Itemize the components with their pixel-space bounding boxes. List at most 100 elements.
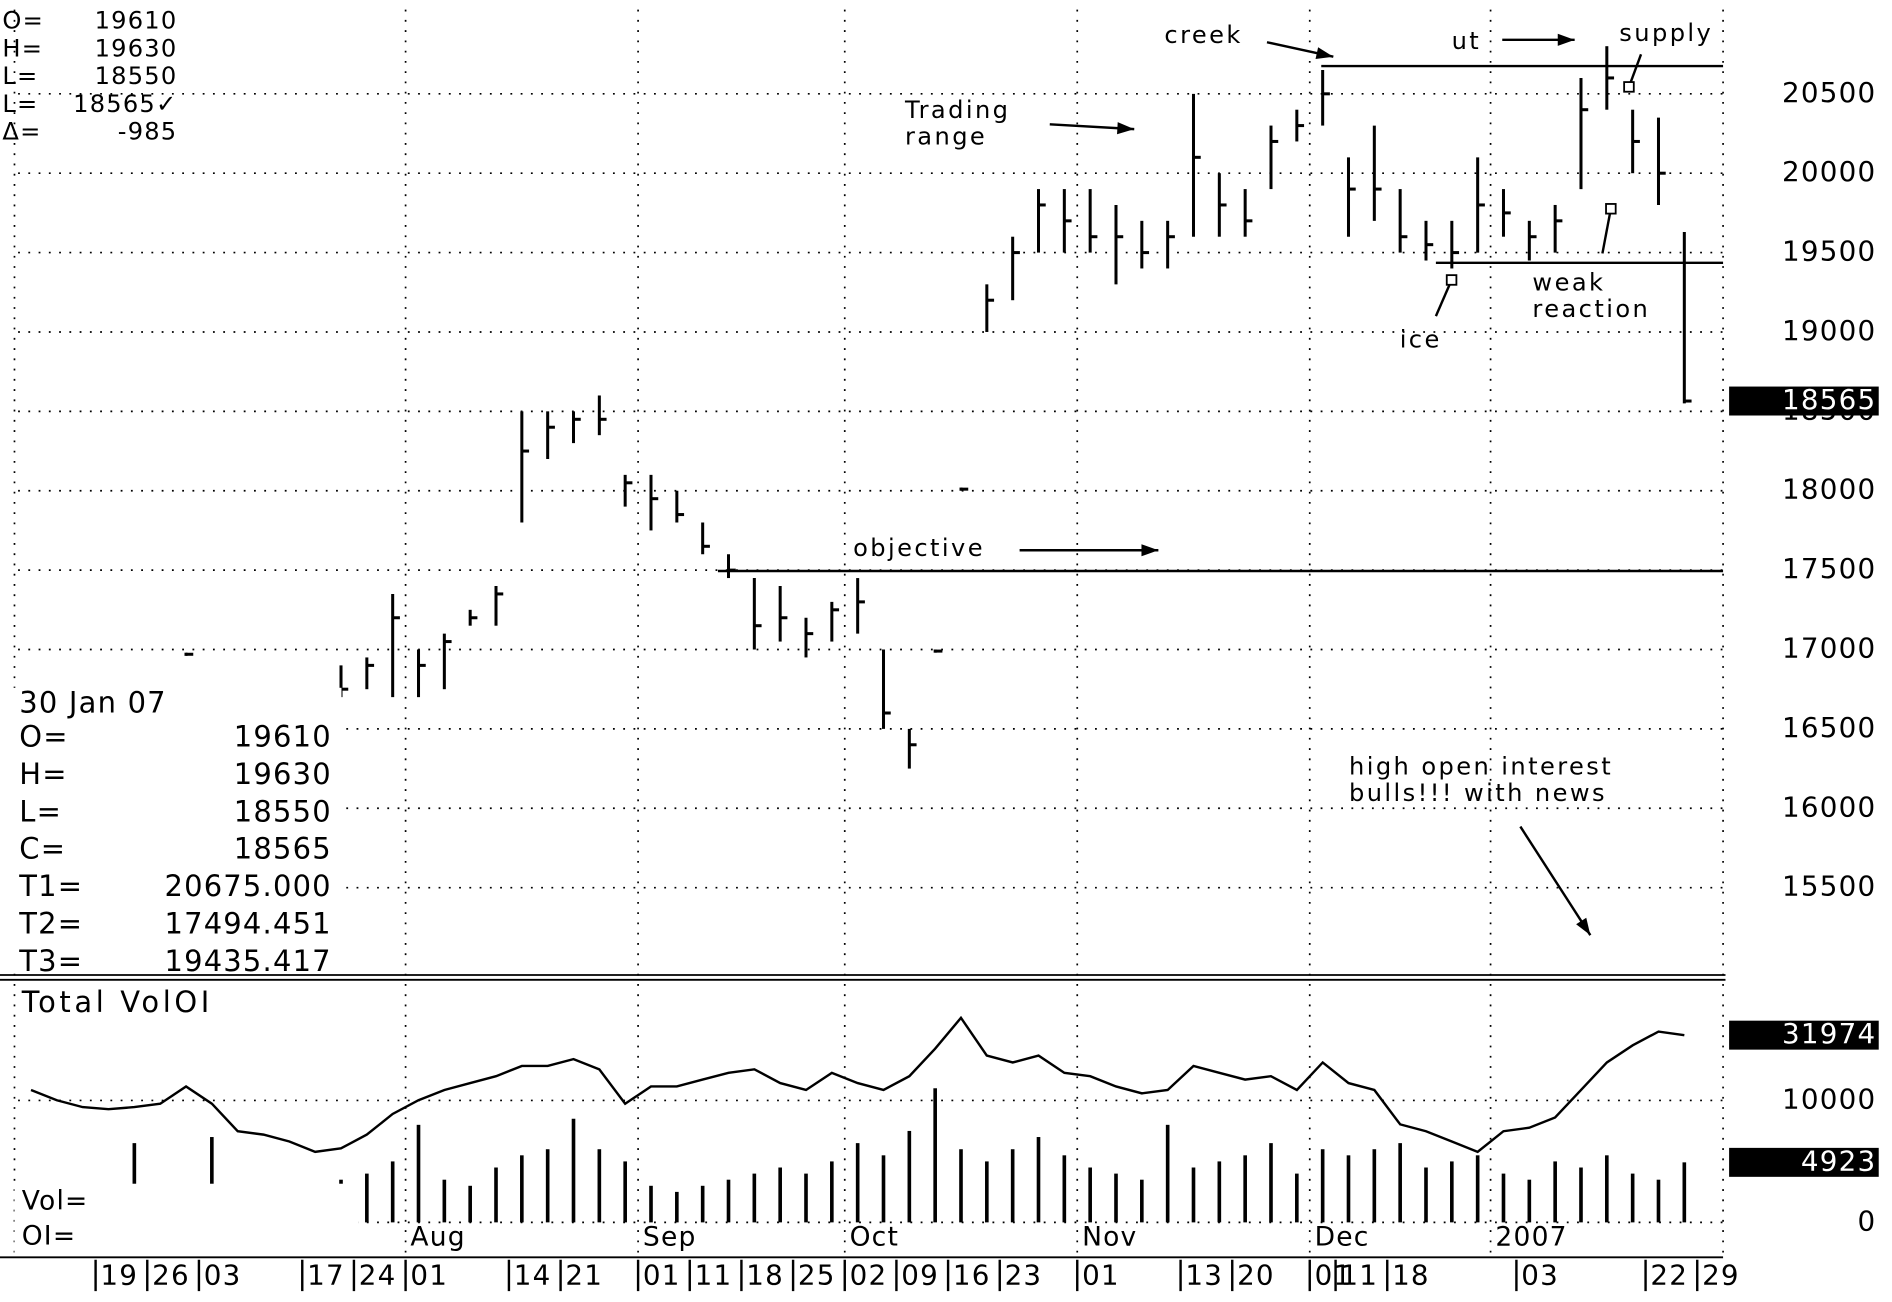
quote-label: H=	[2, 34, 43, 62]
x-tick-label: 02	[850, 1259, 888, 1292]
panel-title: Total VolOI	[21, 985, 213, 1019]
volume-bar	[804, 1173, 808, 1223]
summary-label: T1=	[18, 869, 83, 903]
summary-value: 18565	[234, 832, 332, 866]
x-tick-label: 03	[1521, 1259, 1559, 1292]
x-tick-label: 09	[901, 1259, 939, 1292]
volume-bar	[1398, 1143, 1402, 1223]
x-tick-label: 11	[1340, 1259, 1378, 1292]
quote-label: L=	[2, 62, 38, 90]
volume-bar	[1656, 1179, 1661, 1223]
summary-value: 20675.000	[164, 869, 331, 903]
annotation: creek	[1164, 21, 1242, 49]
oi-tag-bg	[1729, 1020, 1879, 1050]
volume-bar	[1010, 1149, 1015, 1223]
summary-label: C=	[19, 832, 66, 866]
volume-bar	[1553, 1161, 1557, 1223]
month-label: Sep	[643, 1222, 697, 1253]
volume-bar	[1630, 1173, 1635, 1223]
volume-bar	[1036, 1137, 1041, 1223]
volume-bar	[545, 1149, 550, 1223]
quote-value: 19610	[95, 7, 178, 35]
volume-bar	[132, 1143, 137, 1223]
x-tick-label: 25	[798, 1259, 836, 1292]
x-tick-label: 01	[410, 1259, 448, 1292]
vol-tag-bg	[1729, 1147, 1879, 1177]
quote-label: L=	[2, 90, 38, 118]
x-tick-label: 03	[204, 1259, 242, 1292]
summary-box	[9, 687, 342, 973]
volume-bar	[752, 1173, 757, 1223]
y-tick-label: 19000	[1782, 314, 1876, 347]
arrow-head	[1315, 47, 1334, 60]
volume-bar	[933, 1088, 937, 1223]
volume-bar	[1114, 1173, 1118, 1223]
volume-bar	[1605, 1155, 1609, 1223]
annotation: objective	[853, 534, 985, 562]
last-price-tag: 18565	[1782, 383, 1876, 416]
annotation-marker	[1623, 81, 1635, 93]
annotation: weak	[1532, 269, 1605, 297]
annotation: ice	[1400, 325, 1442, 353]
volume-bar	[726, 1179, 731, 1223]
month-label: Nov	[1082, 1222, 1137, 1253]
y-tick-label: 20000	[1782, 155, 1876, 188]
last-price-tag-bg	[1729, 386, 1879, 416]
volume-bar	[1450, 1161, 1454, 1223]
x-tick-label: 29	[1702, 1259, 1740, 1292]
quote-value: 18565✓	[73, 90, 177, 118]
legend-box	[14, 1183, 359, 1254]
arrow-head	[1576, 917, 1591, 936]
annotation: supply	[1619, 19, 1713, 47]
annotation-arrow	[1519, 825, 1592, 936]
quote-value: 18550	[95, 62, 178, 90]
volume-bar	[416, 1124, 421, 1223]
volume-bar	[1501, 1173, 1506, 1223]
annotation: ut	[1452, 27, 1482, 55]
annotation: range	[905, 123, 987, 151]
y-tick-label: 16000	[1782, 790, 1876, 823]
x-tick-label: 14	[514, 1259, 552, 1292]
summary-value: 18550	[234, 794, 332, 828]
month-label: Dec	[1315, 1222, 1370, 1253]
summary-label: T3=	[18, 944, 83, 978]
volume-bar	[210, 1137, 214, 1223]
quote-value: 19630	[95, 34, 178, 62]
oi-line	[30, 1015, 1685, 1154]
vol-tag: 4923	[1801, 1144, 1876, 1177]
volume-bar	[959, 1149, 963, 1223]
volume-bar	[1346, 1155, 1351, 1223]
quote-value: -985	[118, 118, 178, 146]
summary-value: 19610	[234, 719, 332, 753]
y-tick-label: 19500	[1782, 235, 1876, 268]
y-tick-label: 15500	[1782, 870, 1876, 903]
annotation: reaction	[1532, 295, 1650, 323]
x-tick-label: 13	[1185, 1259, 1223, 1292]
x-tick-label: 17	[307, 1259, 345, 1292]
x-tick-label: 26	[152, 1259, 190, 1292]
arrow-head	[1117, 122, 1135, 135]
x-tick-label: 01	[1315, 1259, 1353, 1292]
annotation-arrow	[1601, 208, 1613, 254]
summary-value: 19630	[234, 757, 332, 791]
summary-value: 19435.417	[164, 944, 331, 978]
x-tick-label: 24	[359, 1259, 397, 1292]
volume-bar	[1140, 1179, 1144, 1223]
volume-bar	[1372, 1149, 1377, 1223]
summary-label: H=	[19, 757, 67, 791]
quote-label: O=	[2, 7, 44, 35]
quote-label: Δ=	[2, 118, 41, 146]
x-tick-label: 23	[1005, 1259, 1043, 1292]
y-tick-label: 17500	[1782, 552, 1876, 585]
volume-bar	[1269, 1143, 1273, 1223]
volume-bar	[855, 1143, 860, 1223]
summary-label: T2=	[18, 907, 83, 941]
volume-bar	[1320, 1149, 1325, 1223]
summary-label: L=	[19, 794, 62, 828]
annotation: Trading	[904, 96, 1010, 124]
x-tick-label: 19	[100, 1259, 138, 1292]
y-tick-label: 0	[1857, 1204, 1876, 1237]
volume-bar	[1527, 1179, 1532, 1223]
